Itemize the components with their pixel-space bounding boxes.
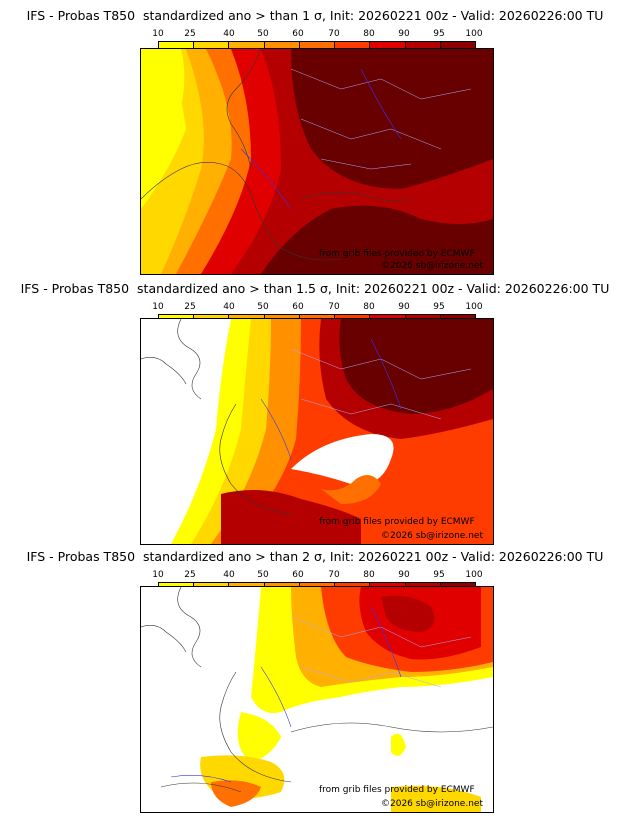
map-canvas <box>141 49 493 274</box>
legend-tick: 95 <box>433 29 445 39</box>
legend-tick: 50 <box>257 29 269 39</box>
legend-tick: 100 <box>465 29 483 39</box>
legend-tick: 90 <box>398 29 410 39</box>
legend-swatch <box>335 42 371 49</box>
legend-tick: 25 <box>184 302 196 312</box>
legend-tick-labels: 10 25 40 50 60 70 80 90 95 100 <box>150 302 483 313</box>
probability-map: from grib files provided by ECMWF ©2026 … <box>140 318 494 545</box>
panel-title: IFS - Probas T850 standardized ano > tha… <box>26 549 604 564</box>
legend-tick: 95 <box>433 302 445 312</box>
legend-swatch <box>405 42 441 49</box>
legend-tick: 60 <box>292 29 304 39</box>
legend-swatch <box>264 42 300 49</box>
legend-tick: 80 <box>363 570 375 580</box>
legend-tick: 70 <box>328 570 340 580</box>
legend-tick: 100 <box>465 570 483 580</box>
legend-tick: 90 <box>398 302 410 312</box>
legend-tick: 95 <box>433 570 445 580</box>
legend-tick: 80 <box>363 29 375 39</box>
legend-tick: 40 <box>223 29 235 39</box>
legend-tick: 90 <box>398 570 410 580</box>
legend-swatch <box>194 42 230 49</box>
credit-copyright: ©2026 sb@irizone.net <box>381 799 483 809</box>
legend-tick: 40 <box>223 570 235 580</box>
legend-tick: 25 <box>184 29 196 39</box>
map-canvas <box>141 587 493 812</box>
legend-swatch <box>440 42 475 49</box>
legend-swatch <box>299 42 336 49</box>
panel-2: IFS - Probas T850 standardized ano > tha… <box>0 281 630 553</box>
legend-tick: 60 <box>292 570 304 580</box>
legend-tick-labels: 10 25 40 50 60 70 80 90 95 100 <box>150 570 483 581</box>
credit-source: from grib files provided by ECMWF <box>319 517 475 527</box>
map-canvas <box>141 319 493 544</box>
panel-title: IFS - Probas T850 standardized ano > tha… <box>20 281 610 296</box>
legend-swatch <box>159 42 195 49</box>
legend-tick: 50 <box>257 570 269 580</box>
legend-swatch <box>370 42 406 49</box>
legend-tick: 50 <box>257 302 269 312</box>
legend-tick: 10 <box>152 570 164 580</box>
legend-tick: 10 <box>152 29 164 39</box>
legend-tick-labels: 10 25 40 50 60 70 80 90 95 100 <box>150 29 483 40</box>
credit-source: from grib files provided by ECMWF <box>319 785 475 795</box>
legend-tick: 10 <box>152 302 164 312</box>
probability-map: from grib files provided by ECMWF ©2026 … <box>140 586 494 813</box>
panel-title: IFS - Probas T850 standardized ano > tha… <box>26 8 604 23</box>
credit-source: from grib files provided by ECMWF <box>319 249 475 259</box>
legend-tick: 25 <box>184 570 196 580</box>
legend-tick: 70 <box>328 302 340 312</box>
legend-swatch <box>229 42 265 49</box>
legend-tick: 100 <box>465 302 483 312</box>
panel-3: IFS - Probas T850 standardized ano > tha… <box>0 549 630 821</box>
probability-map: from grib files provided by ECMWF ©2026 … <box>140 48 494 275</box>
credit-copyright: ©2026 sb@irizone.net <box>381 531 483 541</box>
panel-1: IFS - Probas T850 standardized ano > tha… <box>0 8 630 280</box>
legend-tick: 80 <box>363 302 375 312</box>
legend-tick: 40 <box>223 302 235 312</box>
legend-tick: 60 <box>292 302 304 312</box>
credit-copyright: ©2026 sb@irizone.net <box>381 261 483 271</box>
legend-tick: 70 <box>328 29 340 39</box>
